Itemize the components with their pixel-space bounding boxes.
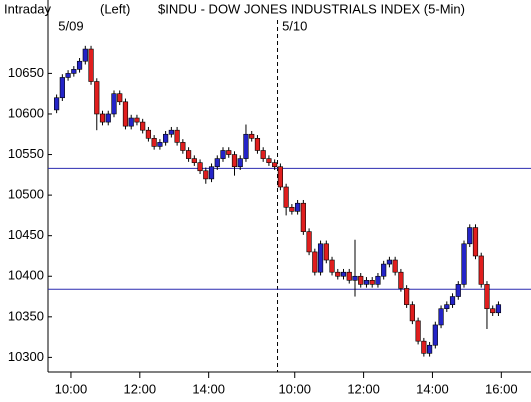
x-tick-label: 10:00 — [55, 381, 88, 396]
candle-body — [386, 259, 393, 265]
candle-body — [185, 150, 192, 159]
candle-body — [283, 186, 289, 208]
candle-body — [421, 340, 427, 354]
candle-body — [381, 263, 387, 277]
candle-body — [426, 344, 433, 354]
candle-body — [295, 202, 301, 212]
candle-body — [134, 117, 140, 123]
y-tick-label: 10650 — [8, 65, 44, 80]
candle-body — [208, 166, 215, 180]
candle-body — [495, 304, 502, 314]
candle-body — [117, 93, 123, 103]
candle-body — [128, 117, 134, 127]
candle-body — [306, 231, 312, 253]
y-tick-label: 10300 — [8, 349, 44, 364]
candle-body — [59, 77, 65, 99]
axis-side-label: (Left) — [100, 1, 130, 16]
candle-body — [444, 304, 450, 310]
candle-body — [449, 296, 456, 305]
y-tick-label: 10350 — [8, 308, 44, 323]
candle-body — [203, 170, 209, 180]
candle-body — [404, 288, 410, 305]
candle-body — [105, 113, 111, 123]
x-tick-label: 12:00 — [347, 381, 380, 396]
candle-body — [329, 259, 335, 273]
candle-body — [461, 243, 467, 285]
candle-body — [352, 275, 358, 281]
candle-body — [277, 166, 283, 188]
y-tick-label: 10500 — [8, 187, 44, 202]
candle-body — [438, 308, 444, 326]
y-tick-label: 10450 — [8, 227, 44, 242]
candle-body — [111, 93, 117, 115]
candle-body — [363, 280, 370, 285]
x-tick-label: 10:00 — [278, 381, 311, 396]
candle-body — [312, 251, 318, 273]
candle-body — [99, 113, 106, 123]
x-tick-label: 14:00 — [192, 381, 225, 396]
candle-body — [300, 202, 306, 232]
candle-body — [226, 150, 232, 155]
candle-body — [180, 142, 186, 151]
y-tick-label: 10600 — [8, 105, 44, 120]
candle-body — [220, 150, 226, 159]
candle-body — [237, 158, 243, 168]
y-tick-label: 10400 — [8, 268, 44, 283]
candle-body — [358, 275, 364, 285]
candle-body — [484, 284, 490, 310]
candle-body — [266, 158, 272, 163]
candle-body — [65, 73, 71, 78]
candle-body — [145, 129, 152, 139]
x-tick-label: 12:00 — [124, 381, 157, 396]
y-tick-label: 10550 — [8, 146, 44, 161]
candle-body — [214, 158, 220, 168]
candle-body — [260, 150, 266, 159]
x-tick-label: 16:00 — [485, 381, 518, 396]
candle-body — [346, 271, 352, 281]
candle-body — [122, 101, 129, 127]
candle-body — [289, 206, 295, 212]
candle-body — [392, 259, 398, 273]
candle-body — [254, 138, 261, 151]
candle-body — [335, 271, 341, 277]
candle-body — [490, 308, 496, 314]
candle-body — [398, 271, 404, 289]
candle-body — [168, 129, 174, 135]
candle-body — [467, 227, 473, 245]
candle-body — [375, 275, 381, 285]
candle-body — [197, 162, 203, 172]
candle-body — [478, 255, 484, 285]
candle-body — [231, 154, 238, 168]
candle-body — [243, 133, 249, 159]
x-tick-label: 14:00 — [416, 381, 449, 396]
candle-body — [323, 243, 329, 261]
candle-body — [88, 48, 94, 82]
candle-body — [340, 271, 347, 277]
candle-body — [140, 121, 146, 131]
candle-body — [54, 97, 60, 111]
period-label: Intraday — [4, 1, 51, 16]
date-label: 5/10 — [282, 18, 307, 33]
candle-body — [415, 320, 421, 342]
candle-body — [151, 138, 157, 147]
candle-body — [191, 158, 197, 163]
candle-body — [369, 280, 375, 285]
chart-title: $INDU - DOW JONES INDUSTRIALS INDEX (5-M… — [158, 1, 465, 16]
candle-body — [163, 133, 169, 143]
candle-body — [317, 243, 324, 273]
candle-body — [82, 48, 88, 62]
candle-body — [76, 60, 83, 70]
candle-body — [249, 133, 255, 139]
candle-body — [409, 304, 415, 322]
date-label: 5/09 — [58, 18, 83, 33]
candle-body — [94, 81, 100, 115]
candle-body — [174, 129, 180, 143]
candle-body — [71, 69, 77, 74]
candle-body — [472, 227, 479, 257]
candle-body — [272, 162, 278, 168]
candle-body — [432, 324, 438, 346]
candle-body — [157, 142, 163, 147]
candle-body — [455, 284, 461, 297]
